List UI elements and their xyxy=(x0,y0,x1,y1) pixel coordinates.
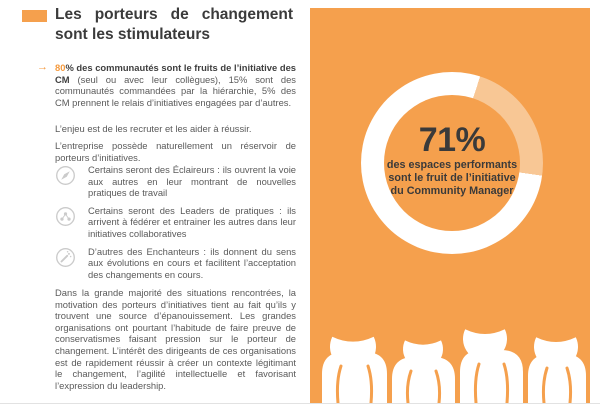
list-item: D’autres des Enchanteurs : ils donnent d… xyxy=(55,246,296,281)
compass-icon xyxy=(55,165,76,186)
bullet-text-eclaireurs: Certains seront des Éclaireurs : ils ouv… xyxy=(88,164,296,199)
intro-paragraph: 80% des communautés sont le fruits de l’… xyxy=(55,62,296,108)
bullet-list: Certains seront des Éclaireurs : ils ouv… xyxy=(55,164,296,286)
figure-silhouette-2 xyxy=(392,340,455,403)
list-item: Certains seront des Leaders de pratiques… xyxy=(55,205,296,240)
stat-value: 71% xyxy=(418,121,486,159)
figure-silhouette-4 xyxy=(528,337,586,403)
figure-silhouette-1 xyxy=(322,336,387,403)
page-title-line1: Les porteurs de changement xyxy=(55,6,293,23)
donut-ring: 71% des espaces performants sont le frui… xyxy=(361,72,543,254)
intro-bold-text: % des communautés sont le fruits de l’in… xyxy=(55,62,296,85)
paragraph-enjeu: L’enjeu est de les recruter et les aider… xyxy=(55,123,252,134)
bullet-text-enchanteurs: D’autres des Enchanteurs : ils donnent d… xyxy=(88,245,296,280)
arrow-bullet-icon: → xyxy=(37,61,48,73)
title-accent-bar xyxy=(22,10,47,22)
infographic-panel: 71% des espaces performants sont le frui… xyxy=(310,8,590,403)
network-icon xyxy=(55,206,76,227)
intro-rest-text: (seul ou avec leur collègues), 15% sont … xyxy=(55,73,296,108)
list-item: Certains seront des Éclaireurs : ils ouv… xyxy=(55,164,296,199)
page-title: Les porteurs de changement sont les stim… xyxy=(55,5,293,45)
paragraph-reservoir: L’entreprise possède naturellement un ré… xyxy=(55,140,296,163)
page-title-line2: sont les stimulateurs xyxy=(55,26,211,43)
donut-center-text: 71% des espaces performants sont le frui… xyxy=(351,122,553,198)
stat-caption-line1: des espaces performants xyxy=(386,159,518,171)
wand-icon xyxy=(55,247,76,268)
bullet-text-leaders: Certains seront des Leaders de pratiques… xyxy=(88,204,296,239)
stat-caption-line2: sont le fruit de l’initiative xyxy=(388,172,516,184)
closing-paragraph: Dans la grande majorité des situations r… xyxy=(55,287,296,391)
page-bottom-edge xyxy=(0,403,600,404)
figure-silhouette-3 xyxy=(460,329,523,403)
stat-highlight: 80 xyxy=(55,62,66,73)
stat-caption-line3: du Community Manager xyxy=(390,185,514,197)
donut-hole xyxy=(384,95,520,231)
people-illustration xyxy=(310,289,590,403)
